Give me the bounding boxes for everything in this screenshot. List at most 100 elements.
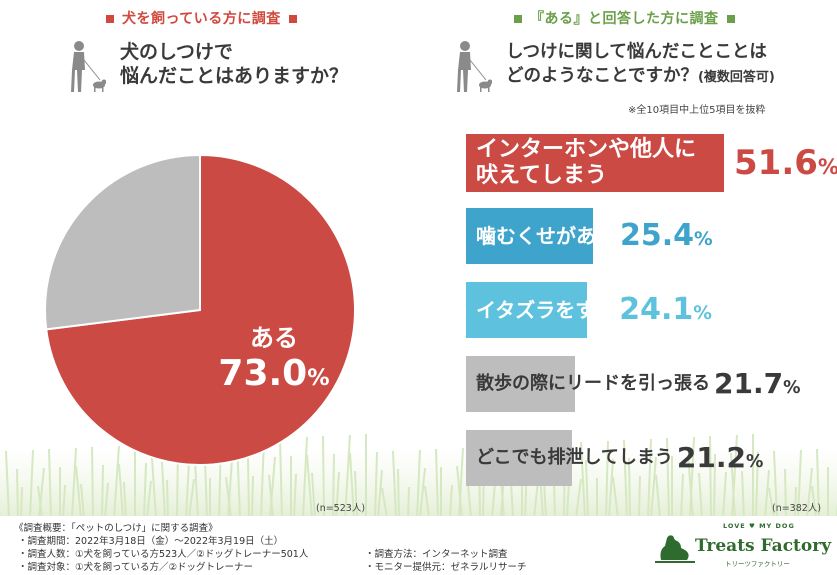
grass-blade: [647, 438, 652, 518]
footer-provider: ・モニター提供元：ゼネラルリサーチ: [365, 562, 527, 573]
grass-blade: [37, 485, 43, 518]
grass-blade: [185, 460, 190, 518]
bar-value-number: 25.4: [620, 218, 695, 253]
grass-blade: [20, 486, 23, 518]
bar-value-unit: %: [817, 154, 837, 179]
grass-blade: [80, 483, 85, 518]
grass-blade: [806, 467, 813, 518]
grass-blade: [784, 468, 787, 518]
grass-blade: [279, 437, 283, 518]
bar-value-unit: %: [746, 452, 764, 472]
bar-value-label: 21.2%: [677, 430, 764, 490]
selection-note: ※全10項目中上位5項目を抜粋: [628, 105, 766, 116]
grass-blade: [5, 450, 10, 518]
grass-blade: [585, 459, 589, 518]
right-question-line1: しつけに関して悩んだことことは: [506, 42, 767, 62]
right-question-sub: (複数回答可): [697, 70, 775, 85]
grass-blade: [332, 453, 335, 518]
grass-blade: [458, 447, 464, 518]
bar-category-label: 噛むくせがある: [476, 208, 616, 264]
bar-category-line: どこでも排泄してしまう: [476, 447, 673, 468]
bar-value-number: 21.7: [714, 367, 784, 400]
bar-value-number: 24.1: [619, 292, 694, 327]
footer-period: ・調査期間：2022年3月18日（金）～2022年3月19日（土）: [18, 536, 284, 547]
grass-blade: [709, 435, 712, 518]
grass-blade: [689, 436, 695, 518]
grass-blade: [764, 469, 770, 518]
bar-value-number: 51.6: [734, 143, 818, 183]
bar-row: 噛むくせがある 25.4%: [466, 208, 826, 264]
grass-blade: [687, 454, 694, 518]
bar-row: どこでも排泄してしまう 21.2%: [466, 430, 826, 486]
bar-value-unit: %: [783, 378, 801, 398]
grass-blade: [225, 476, 232, 518]
grass-blade: [75, 465, 82, 518]
left-sample-size: (n=523人): [316, 503, 366, 514]
bar: [466, 430, 572, 486]
logo-tagline: LOVE ♥ MY DOG: [723, 522, 795, 530]
grass-blade: [188, 478, 195, 518]
left-question-line1: 犬のしつけで: [120, 41, 233, 63]
grass-blade: [449, 484, 453, 518]
grass-blade: [374, 451, 378, 518]
bar: [466, 356, 575, 412]
grass-blade: [247, 457, 250, 518]
bar: [466, 134, 724, 192]
grass-blade: [755, 451, 759, 518]
bar-value-number: 21.2: [676, 441, 747, 474]
grass-blade: [143, 462, 147, 518]
bar-category-label: イタズラをする: [476, 282, 615, 338]
grass-blade: [354, 470, 358, 518]
grass-blade: [381, 487, 388, 518]
logo-name: Treats Factory: [695, 536, 832, 556]
grass-blade: [768, 487, 775, 518]
grass-blade: [419, 467, 426, 518]
bar-row: 散歩の際にリードを引っ張る 21.7%: [466, 356, 826, 412]
grass-blade: [680, 473, 684, 518]
survey-footer: 《調査概要：「ペットのしつけ」に関する調査》 ・調査期間：2022年3月18日（…: [0, 516, 837, 575]
person-walking-dog-icon: [71, 41, 106, 92]
grass-blade: [166, 479, 169, 518]
grass-blade: [104, 482, 109, 518]
footer-count: ・調査人数：①犬を飼っている方523人／②ドッグトレーナー501人: [18, 549, 309, 560]
grass-blade: [306, 454, 313, 518]
bar-value-label: 51.6%: [734, 134, 837, 196]
pie-chart: [44, 153, 356, 466]
grass-blade: [48, 448, 52, 518]
grass-blade: [424, 485, 430, 518]
grass-blade: [456, 465, 463, 518]
logo-kana: トリーツファクトリー: [725, 560, 790, 568]
grass-blade: [416, 449, 421, 518]
grass-blade: [580, 441, 586, 518]
grass-blade: [666, 437, 670, 518]
grass-blade: [71, 447, 77, 518]
bar-value-label: 21.7%: [714, 356, 801, 416]
bar-value-unit: %: [694, 229, 713, 250]
bar-category-label: 散歩の際にリードを引っ張る: [476, 356, 710, 412]
bar-category-line: 散歩の際にリードを引っ張る: [476, 373, 710, 394]
footer-target: ・調査対象：①犬を飼っている方／②ドッグトレーナー: [18, 562, 254, 573]
grass-blade: [377, 469, 383, 518]
pie-slice-value-aru: 73.0%: [218, 353, 330, 394]
grass-blade: [113, 445, 120, 518]
grass-blade: [608, 458, 614, 518]
left-question-line2: 悩んだことはありますか？: [120, 65, 349, 87]
footer-title: 《調査概要：「ペットのしつけ」に関する調査》: [14, 523, 218, 534]
grass-blade: [435, 448, 439, 518]
right-sample-size: (n=382人): [772, 503, 822, 514]
right-panel-header: 『ある』と回答した方に調査: [506, 8, 743, 28]
pie-slice-nai: [44, 153, 201, 331]
grass-blade: [816, 448, 820, 518]
grass-blade: [29, 449, 34, 518]
grass-blade: [623, 439, 628, 518]
grass-blade: [146, 480, 152, 518]
bar-category-line: 吠えてしまう: [476, 163, 607, 188]
grass-background: [0, 434, 837, 518]
grass-blade: [797, 449, 802, 518]
grass-blade: [293, 473, 297, 518]
bar-value-label: 24.1%: [619, 282, 712, 342]
right-header-text: 『ある』と回答した方に調査: [530, 11, 719, 27]
grass-blade: [773, 450, 778, 518]
grass-blade: [349, 452, 355, 518]
grass-blade: [698, 472, 703, 518]
